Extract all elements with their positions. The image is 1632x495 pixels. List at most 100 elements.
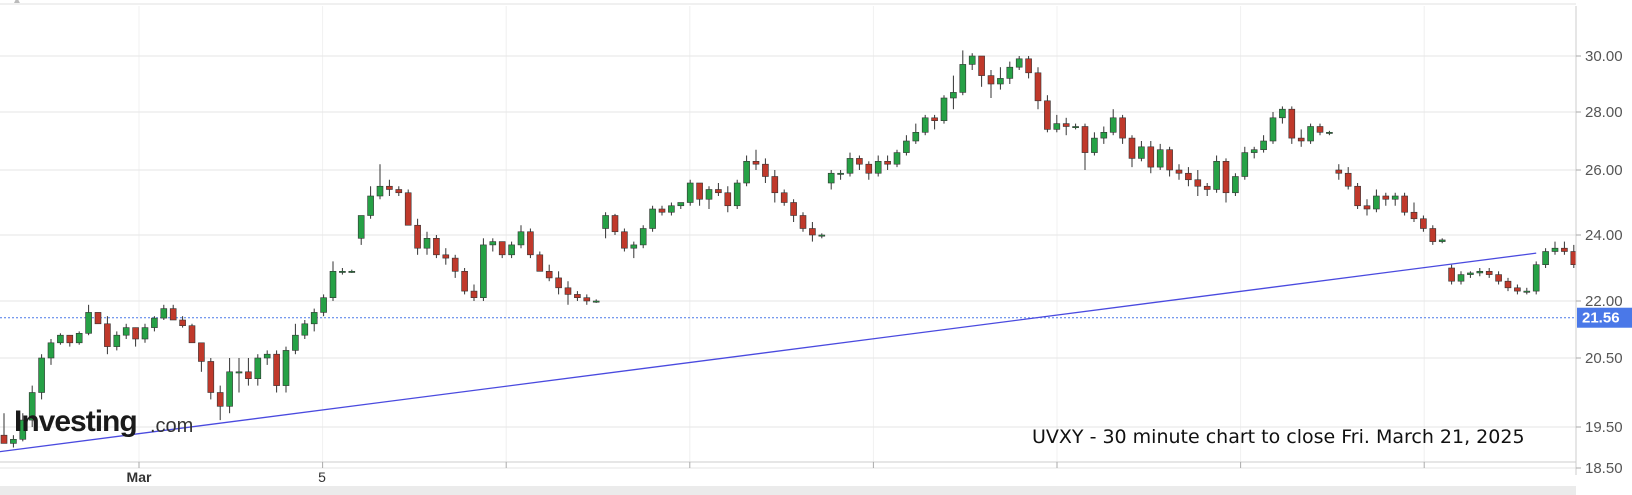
candle [809, 222, 816, 242]
candle [1260, 135, 1267, 153]
y-axis-panel[interactable] [1576, 0, 1632, 475]
candle-body [10, 438, 17, 444]
candle [404, 189, 412, 226]
candle-body [940, 97, 948, 122]
candle [696, 182, 703, 206]
candle [104, 316, 111, 355]
candle [602, 212, 609, 239]
candle-body [762, 163, 769, 177]
candle [677, 202, 685, 209]
candle [1053, 114, 1061, 133]
candle [1203, 183, 1211, 196]
candle [733, 179, 741, 209]
candle-body [0, 434, 8, 444]
candle-body [235, 371, 243, 374]
candle-body [1279, 108, 1286, 119]
candle-body [273, 353, 280, 386]
candle [583, 294, 591, 305]
candle-body [254, 357, 262, 380]
candle-body [1109, 117, 1117, 133]
candle [1335, 164, 1343, 180]
candle-body [1213, 161, 1220, 190]
candle [545, 264, 553, 282]
candle-body [94, 312, 102, 325]
candle [1119, 114, 1126, 144]
candle [762, 158, 769, 183]
candle [1100, 126, 1108, 144]
candle-body [38, 357, 45, 393]
candle-body [1561, 247, 1568, 252]
candle [1288, 106, 1296, 144]
candle-body [545, 270, 553, 279]
candle [1373, 189, 1380, 213]
candle [1457, 271, 1465, 285]
candle [1034, 67, 1042, 110]
candle [592, 299, 600, 303]
candle [1354, 183, 1361, 209]
candle [1523, 287, 1531, 295]
candle [1128, 135, 1136, 168]
candle-body [1091, 137, 1098, 153]
candle-body [1232, 176, 1239, 194]
candle [235, 358, 243, 393]
scroll-up-icon[interactable]: ▲ [12, 0, 22, 6]
trendline[interactable] [0, 252, 1537, 453]
candle [320, 294, 327, 317]
candle [1166, 146, 1173, 177]
candle [1485, 268, 1493, 278]
candle-body [1551, 247, 1559, 252]
vertical-gridlines [138, 6, 1425, 462]
candle-body [1288, 108, 1296, 139]
candle-body [19, 419, 27, 440]
candle [66, 334, 74, 347]
candle [1316, 123, 1324, 136]
candle [1551, 241, 1559, 255]
candle [282, 346, 290, 393]
candle-body [611, 215, 619, 233]
candle [517, 225, 525, 249]
candle-body [705, 189, 713, 200]
candle [837, 170, 844, 180]
y-tick-label: 19.50 [1585, 419, 1623, 436]
candle-body [132, 327, 139, 340]
candle [564, 281, 572, 305]
candle [658, 205, 666, 216]
candle-body [865, 163, 873, 174]
candle-body [668, 205, 675, 213]
candle-body [433, 238, 440, 256]
candle [1175, 164, 1183, 180]
candle [1495, 271, 1502, 285]
candle [254, 354, 262, 386]
horizontal-scrollbar[interactable] [0, 486, 1576, 495]
candle-body [1523, 290, 1531, 293]
candle-body [1514, 287, 1521, 292]
candle [1307, 123, 1314, 144]
candle [329, 261, 337, 301]
candle [0, 413, 8, 444]
candle [1044, 95, 1051, 133]
candle [1006, 61, 1014, 84]
candle [715, 183, 722, 196]
candle-body [1185, 172, 1192, 181]
candle-body [151, 317, 158, 328]
candle-body [733, 182, 741, 207]
candle-body [1194, 179, 1202, 187]
candle [968, 53, 976, 70]
candle-body [809, 228, 816, 236]
candle-body [818, 234, 826, 237]
candle [442, 248, 450, 265]
candle-body [263, 353, 271, 359]
candle [1213, 155, 1220, 193]
price-tag-background [1577, 307, 1632, 328]
candle [47, 339, 55, 365]
candle [555, 271, 562, 295]
candle-body [498, 241, 506, 256]
candle [827, 170, 835, 190]
candle-body [921, 117, 929, 133]
candle [461, 268, 468, 295]
candle-body [348, 270, 356, 273]
candle [263, 350, 271, 365]
candle-body [310, 312, 318, 325]
candle [1467, 271, 1474, 278]
candle [1062, 117, 1070, 136]
